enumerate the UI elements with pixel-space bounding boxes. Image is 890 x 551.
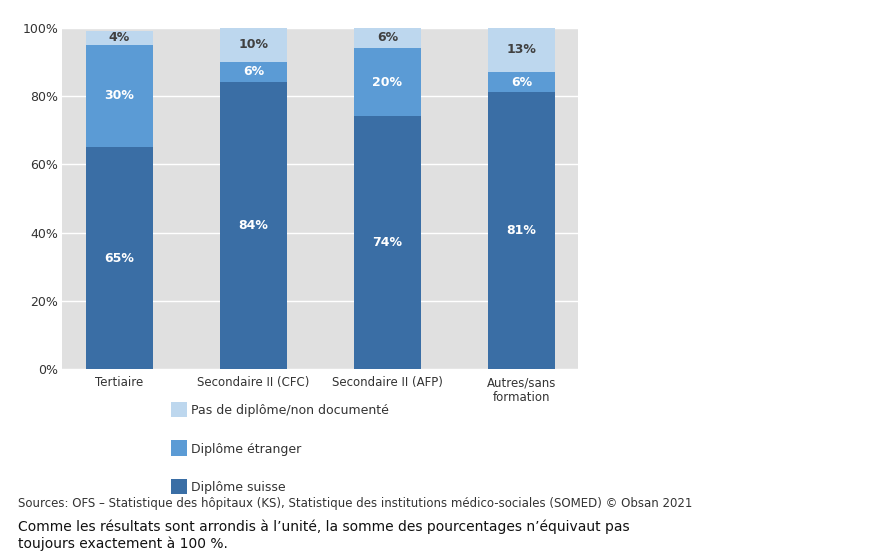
Text: 6%: 6% — [511, 75, 532, 89]
Text: 81%: 81% — [506, 224, 537, 237]
Text: 4%: 4% — [109, 31, 130, 44]
Bar — [354, 28, 421, 48]
Bar — [85, 31, 153, 45]
Bar — [85, 147, 153, 369]
Text: 30%: 30% — [104, 89, 134, 102]
Text: 13%: 13% — [506, 44, 537, 56]
Text: 20%: 20% — [372, 75, 402, 89]
Bar — [354, 116, 421, 369]
Text: 10%: 10% — [239, 38, 269, 51]
Bar — [354, 48, 421, 116]
Text: 65%: 65% — [104, 252, 134, 264]
Bar — [488, 93, 555, 369]
Bar — [488, 28, 555, 72]
Bar — [220, 82, 287, 369]
Bar — [488, 72, 555, 93]
Bar — [220, 62, 287, 82]
Text: Comme les résultats sont arrondis à l’unité, la somme des pourcentages n’équivau: Comme les résultats sont arrondis à l’un… — [18, 520, 629, 551]
Text: 84%: 84% — [239, 219, 268, 232]
Text: Diplôme suisse: Diplôme suisse — [191, 481, 286, 494]
Text: 74%: 74% — [372, 236, 402, 249]
Text: Sources: OFS – Statistique des hôpitaux (KS), Statistique des institutions médic: Sources: OFS – Statistique des hôpitaux … — [18, 496, 692, 510]
Text: Pas de diplôme/non documenté: Pas de diplôme/non documenté — [191, 404, 389, 417]
Bar — [220, 28, 287, 62]
Text: 6%: 6% — [376, 31, 398, 44]
Text: 6%: 6% — [243, 66, 264, 78]
Bar — [85, 45, 153, 147]
Text: Diplôme étranger: Diplôme étranger — [191, 442, 302, 456]
